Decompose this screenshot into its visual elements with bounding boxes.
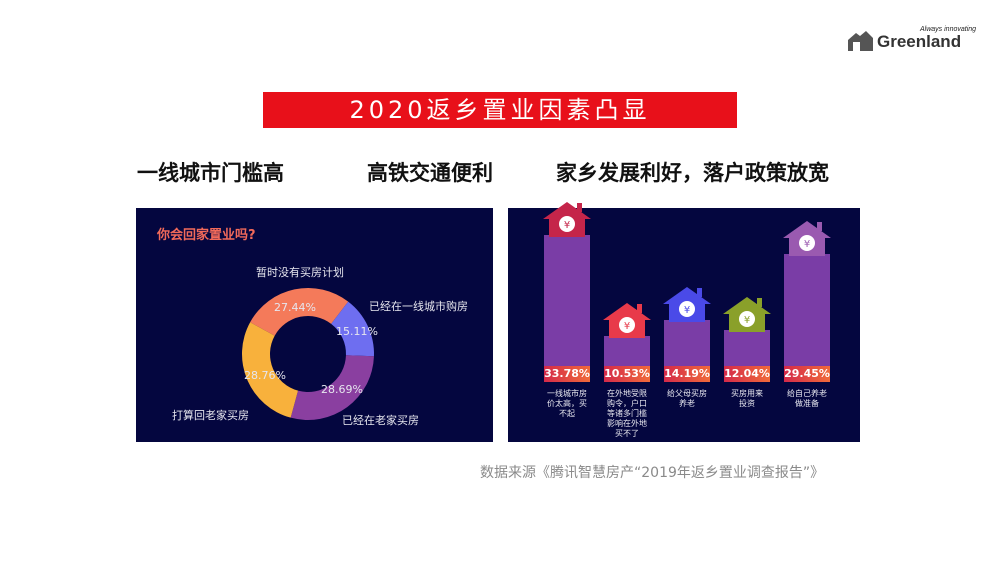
bar-value-label: 33.78% <box>544 366 590 382</box>
logo-tagline: Always innovating <box>920 26 977 33</box>
bar-value-label: 12.04% <box>724 366 770 382</box>
heading-2: 高铁交通便利 <box>367 161 493 185</box>
house-money-icon: ¥ <box>603 303 651 339</box>
svg-text:¥: ¥ <box>744 315 750 326</box>
bar-category-label: 买房用来 投资 <box>731 389 763 408</box>
svg-text:¥: ¥ <box>624 321 630 332</box>
page-title: 2020返乡置业因素凸显 <box>263 92 737 128</box>
svg-text:¥: ¥ <box>804 239 810 250</box>
bar-category-label: 在外地受限 购令，户口 等诸多门槛 影响在外地 买不了 <box>607 389 647 438</box>
legend-label-hometown-bought: 已经在老家买房 <box>342 414 419 427</box>
donut-value-label: 28.76% <box>244 369 286 382</box>
data-source-note: 数据来源《腾讯智慧房产“2019年返乡置业调查报告”》 <box>480 465 825 481</box>
house-money-icon: ¥ <box>663 287 711 323</box>
bar-category-label: 给自己养老 做准备 <box>787 389 827 408</box>
legend-label-plan-hometown: 打算回老家买房 <box>172 409 249 422</box>
bar <box>784 254 830 382</box>
donut-slice <box>331 301 374 357</box>
bar-value-label: 10.53% <box>604 366 650 382</box>
svg-text:¥: ¥ <box>684 305 690 316</box>
bar-category-label: 给父母买房 养老 <box>667 389 707 408</box>
bar-category-label: 一线城市房 价太高，买 不起 <box>547 389 587 418</box>
house-money-icon: ¥ <box>543 202 591 238</box>
bar-value-label: 14.19% <box>664 366 710 382</box>
donut-chart <box>241 288 374 420</box>
bar-value-label: 29.45% <box>784 366 830 382</box>
logo-name: Greenland <box>877 32 962 51</box>
house-logo-icon <box>848 31 873 51</box>
donut-slice <box>250 288 349 336</box>
donut-value-label: 28.69% <box>321 383 363 396</box>
heading-1: 一线城市门槛高 <box>137 161 284 185</box>
legend-label-tier1: 已经在一线城市购房 <box>369 300 468 313</box>
donut-chart-title: 你会回家置业吗? <box>157 228 256 243</box>
bar <box>544 235 590 382</box>
donut-chart-panel: 你会回家置业吗? 暂时没有买房计划 已经在一线城市购房 已经在老家买房 打算回老… <box>136 208 493 442</box>
donut-value-label: 15.11% <box>336 325 378 338</box>
donut-slice <box>241 322 299 418</box>
svg-text:¥: ¥ <box>564 220 570 231</box>
house-money-icon: ¥ <box>783 221 831 257</box>
legend-label-no-plan: 暂时没有买房计划 <box>256 266 344 279</box>
bar-chart-panel: ¥33.78% 一线城市房 价太高，买 不起 ¥10.53% 在外地受限 购令，户口 等诸多… <box>508 202 860 442</box>
donut-value-label: 27.44% <box>274 301 316 314</box>
house-money-icon: ¥ <box>723 296 771 332</box>
heading-3: 家乡发展利好，落户政策放宽 <box>556 161 829 185</box>
donut-slice <box>290 355 374 420</box>
